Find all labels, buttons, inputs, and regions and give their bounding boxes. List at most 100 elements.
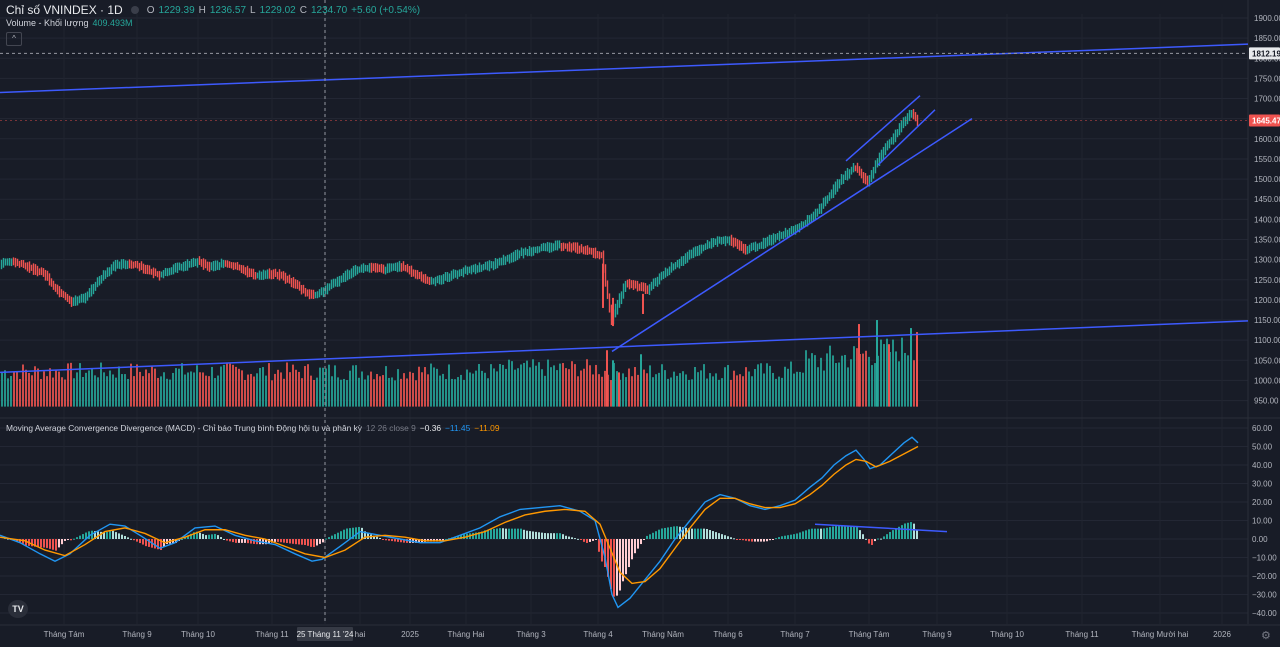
macd-hist-bar bbox=[910, 522, 912, 539]
volume-bar bbox=[514, 369, 516, 407]
settings-gear-icon[interactable]: ⚙ bbox=[1261, 630, 1271, 642]
volume-bar bbox=[871, 365, 873, 407]
volume-bar bbox=[349, 370, 351, 407]
volume-bar bbox=[169, 379, 171, 407]
price-tick-label: 1400.00 bbox=[1254, 215, 1280, 224]
volume-bar bbox=[199, 372, 201, 407]
volume-bar bbox=[313, 379, 315, 407]
macd-hist-bar bbox=[559, 533, 561, 539]
macd-hist-bar bbox=[724, 535, 726, 539]
macd-hist-bar bbox=[187, 535, 189, 539]
macd-params: 12 26 close 9 bbox=[365, 423, 416, 433]
volume-bar bbox=[187, 372, 189, 407]
price-tick-label: 1900.00 bbox=[1254, 14, 1280, 23]
macd-tick-label: −40.00 bbox=[1252, 609, 1277, 618]
volume-bar bbox=[886, 338, 888, 407]
macd-hist-bar bbox=[307, 539, 309, 546]
volume-bar bbox=[811, 353, 813, 407]
macd-hist-bar bbox=[712, 531, 714, 539]
macd-hist-bar bbox=[808, 529, 810, 539]
volume-spike-bar bbox=[618, 372, 620, 407]
macd-hist-bar bbox=[532, 531, 534, 539]
volume-bar bbox=[664, 370, 666, 407]
macd-hist-bar bbox=[55, 539, 57, 551]
macd-hist-bar bbox=[517, 528, 519, 539]
macd-hist-bar bbox=[481, 531, 483, 539]
collapse-legend-icon[interactable]: ^ bbox=[6, 32, 22, 46]
price-tick-label: 1550.00 bbox=[1254, 155, 1280, 164]
macd-hist-bar bbox=[544, 533, 546, 539]
volume-bar bbox=[271, 380, 273, 407]
price-tick-label: 1000.00 bbox=[1254, 376, 1280, 385]
macd-hist-bar bbox=[829, 527, 831, 539]
volume-bar bbox=[571, 361, 573, 407]
time-tick-label: Tháng 3 bbox=[516, 630, 546, 639]
volume-spike-bar bbox=[910, 328, 912, 407]
trendlines bbox=[0, 43, 1249, 374]
volume-bar bbox=[208, 376, 210, 407]
grid-lines bbox=[0, 14, 1248, 624]
macd-hist-bar bbox=[850, 526, 852, 539]
macd-hist-bar bbox=[859, 530, 861, 539]
volume-bar bbox=[115, 377, 117, 407]
macd-hist-bar bbox=[211, 534, 213, 539]
macd-hist-bar bbox=[613, 539, 615, 597]
time-tick-label: Tháng 10 bbox=[181, 630, 215, 639]
volume-bar bbox=[118, 366, 120, 407]
volume-bar bbox=[136, 364, 138, 407]
macd-hist-bar bbox=[523, 529, 525, 539]
volume-bar bbox=[832, 355, 834, 407]
volume-bar bbox=[7, 378, 9, 407]
volume-spike-bar bbox=[640, 354, 642, 407]
tradingview-logo-icon[interactable]: TV bbox=[8, 600, 28, 618]
macd-hist-bar bbox=[541, 532, 543, 539]
macd-hist-bar bbox=[478, 532, 480, 539]
macd-hist-bar bbox=[142, 539, 144, 545]
macd-hist-bar bbox=[106, 532, 108, 539]
volume-spike-bar bbox=[876, 320, 878, 407]
macd-hist-bar bbox=[115, 532, 117, 539]
volume-bar bbox=[211, 366, 213, 407]
macd-signal-line bbox=[0, 445, 919, 585]
volume-bar bbox=[751, 376, 753, 407]
macd-hist-bar bbox=[73, 538, 75, 540]
macd-label[interactable]: Moving Average Convergence Divergence (M… bbox=[6, 423, 362, 433]
volume-bar bbox=[898, 361, 900, 407]
symbol-title[interactable]: Chỉ số VNINDEX · 1D bbox=[6, 3, 123, 17]
macd-hist-bar bbox=[787, 535, 789, 539]
macd-hist-bar bbox=[103, 532, 105, 539]
volume-bar bbox=[64, 379, 66, 407]
macd-hist-bar bbox=[391, 539, 393, 542]
macd-hist-bar bbox=[868, 539, 870, 544]
macd-hist-bar bbox=[646, 535, 648, 539]
macd-hist-bar bbox=[445, 539, 447, 540]
macd-hist-bar bbox=[739, 539, 741, 540]
macd-hist-bar bbox=[145, 539, 147, 547]
price-tick-label: 1850.00 bbox=[1254, 34, 1280, 43]
macd-hist-bar bbox=[361, 527, 363, 539]
macd-hist-bar bbox=[175, 539, 177, 543]
volume-bar bbox=[538, 362, 540, 407]
volume-bar bbox=[784, 366, 786, 407]
volume-bar bbox=[355, 365, 357, 407]
volume-bar bbox=[853, 346, 855, 407]
macd-hist-value: −0.36 bbox=[419, 423, 442, 433]
macd-hist-bar bbox=[802, 531, 804, 539]
volume-bar bbox=[82, 377, 84, 407]
macd-hist-bar bbox=[823, 528, 825, 539]
volume-bar bbox=[238, 368, 240, 407]
macd-hist-bar bbox=[88, 531, 90, 539]
time-tick-label: Tháng 7 bbox=[780, 630, 810, 639]
macd-hist-bar bbox=[133, 539, 135, 541]
volume-bar bbox=[769, 365, 771, 407]
macd-hist-bar bbox=[730, 537, 732, 539]
close-label: C bbox=[299, 4, 307, 16]
macd-hist-bar bbox=[154, 539, 156, 549]
volume-bar bbox=[40, 379, 42, 407]
macd-hist-bar bbox=[634, 539, 636, 554]
price-tick-label: 1200.00 bbox=[1254, 296, 1280, 305]
macd-hist-bar bbox=[727, 536, 729, 539]
volume-bar bbox=[109, 370, 111, 407]
volume-label[interactable]: Volume - Khối lượng bbox=[6, 18, 89, 28]
